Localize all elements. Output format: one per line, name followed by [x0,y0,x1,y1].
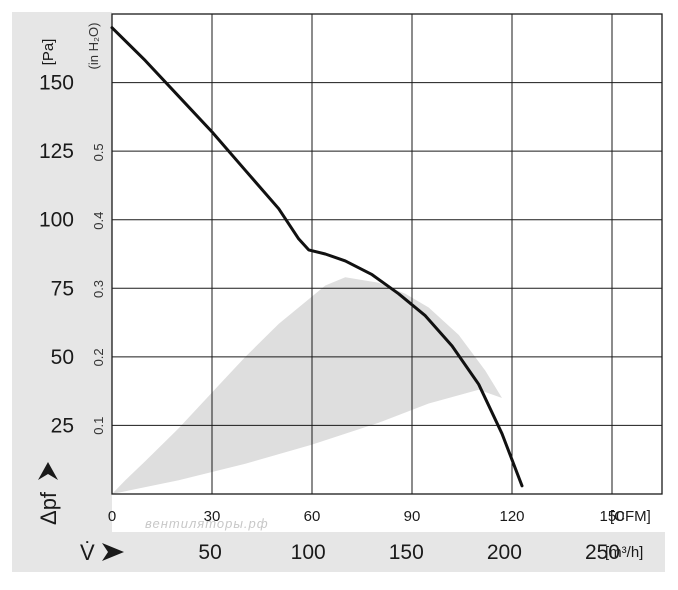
y2-tick-label-0.4: 0.4 [91,212,106,230]
shaded-region [112,277,502,494]
y2-tick-label-0.3: 0.3 [91,280,106,298]
x2-tick-label-50: 50 [198,541,221,564]
y2-tick-label-0.5: 0.5 [91,143,106,161]
x-axis-symbol: V̇ [80,540,95,565]
watermark: вентиляторы.рф [145,516,269,531]
series-line-0 [110,26,524,488]
y-primary-unit: [Pa] [40,39,57,66]
x-tick-label-60: 60 [304,508,321,525]
x-tick-label-120: 120 [499,508,524,525]
x-tick-label-150: 150 [599,508,624,525]
y-tick-label-125: 125 [39,140,74,163]
y-tick-label-75: 75 [51,277,74,300]
y-axis-symbol: Δpf [36,491,61,525]
y-axis-arrow-icon [38,462,58,480]
x2-tick-label-200: 200 [487,541,522,564]
y2-tick-label-0.1: 0.1 [91,417,106,435]
y-tick-label-50: 50 [51,346,74,369]
x-tick-label-0: 0 [108,508,116,525]
left-axis-panel [12,12,112,572]
y-tick-label-150: 150 [39,72,74,95]
x-axis-arrow-icon [102,543,124,561]
x2-tick-label-150: 150 [389,541,424,564]
x2-tick-label-100: 100 [291,541,326,564]
x-tick-label-30: 30 [204,508,221,525]
y2-tick-label-0.2: 0.2 [91,348,106,366]
x-secondary-unit: [m³/h] [605,544,643,561]
x2-tick-label-250: 250 [585,541,620,564]
y-secondary-unit: (in H₂O) [86,23,101,70]
x-tick-label-90: 90 [404,508,421,525]
y-tick-label-100: 100 [39,209,74,232]
x-primary-unit: [CFM] [610,508,651,525]
plot-frame [111,13,663,495]
y-tick-label-25: 25 [51,414,74,437]
